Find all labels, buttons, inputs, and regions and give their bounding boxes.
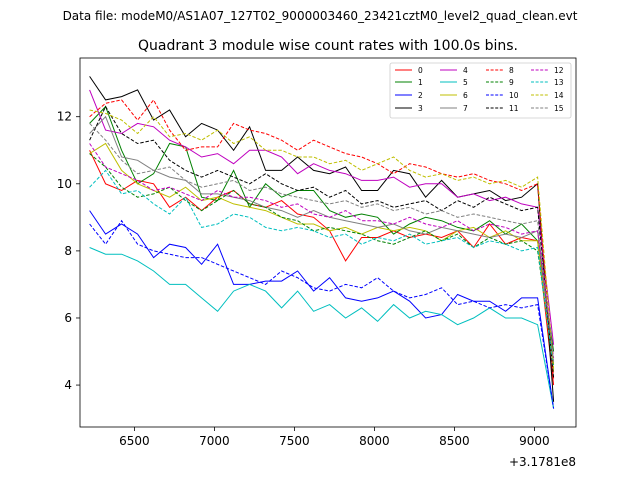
- series-line-2: [89, 210, 555, 409]
- x-tick-label: 7000: [199, 434, 230, 448]
- plot-frame: [79, 57, 577, 428]
- legend-label-15: 15: [554, 104, 564, 113]
- series-line-4: [89, 89, 555, 345]
- series-line-7: [89, 115, 555, 365]
- legend-label-4: 4: [463, 66, 468, 75]
- series-line-5: [89, 247, 555, 409]
- x-offset-label: +3.1781e8: [509, 455, 576, 469]
- series-line-10: [89, 219, 555, 409]
- y-tick-label: 6: [64, 311, 72, 325]
- legend-label-9: 9: [509, 78, 514, 87]
- x-tick-label: 6500: [119, 434, 150, 448]
- legend-label-12: 12: [554, 66, 564, 75]
- legend-label-3: 3: [418, 104, 423, 113]
- y-axis: 4 6 8 10 12: [57, 110, 80, 392]
- legend-label-6: 6: [463, 91, 468, 100]
- series-line-6: [89, 142, 555, 372]
- x-tick-label: 8000: [359, 434, 390, 448]
- x-axis: 6500 7000 7500 8000 8500 9000: [119, 427, 550, 448]
- series-layer: [89, 76, 555, 409]
- legend-label-8: 8: [509, 66, 514, 75]
- series-line-13: [89, 169, 555, 369]
- legend-label-1: 1: [418, 78, 423, 87]
- legend-label-10: 10: [509, 91, 519, 100]
- chart-suptitle: Data file: modeM0/AS1A07_127T02_90000034…: [63, 9, 578, 23]
- x-tick-label: 9000: [519, 434, 550, 448]
- series-line-14: [89, 109, 555, 369]
- series-line-0: [89, 150, 555, 386]
- y-tick-label: 10: [57, 177, 72, 191]
- y-tick-label: 4: [64, 378, 72, 392]
- series-line-8: [89, 98, 555, 379]
- x-tick-label: 7500: [279, 434, 310, 448]
- legend-box: [389, 62, 572, 119]
- chart-title: Quadrant 3 module wise count rates with …: [138, 38, 518, 54]
- legend-label-2: 2: [418, 91, 423, 100]
- y-tick-label: 8: [64, 244, 72, 258]
- series-line-15: [89, 123, 555, 362]
- series-line-3: [89, 76, 555, 402]
- legend-label-13: 13: [554, 78, 564, 87]
- legend-label-0: 0: [418, 66, 423, 75]
- x-tick-label: 8500: [439, 434, 470, 448]
- legend-label-11: 11: [509, 104, 519, 113]
- series-line-9: [89, 153, 555, 365]
- legend-label-7: 7: [463, 104, 468, 113]
- y-tick-label: 12: [57, 110, 72, 124]
- series-line-11: [89, 105, 555, 379]
- plot-area: [79, 57, 577, 428]
- legend-label-14: 14: [554, 91, 564, 100]
- series-line-12: [89, 143, 555, 359]
- legend-label-5: 5: [463, 78, 468, 87]
